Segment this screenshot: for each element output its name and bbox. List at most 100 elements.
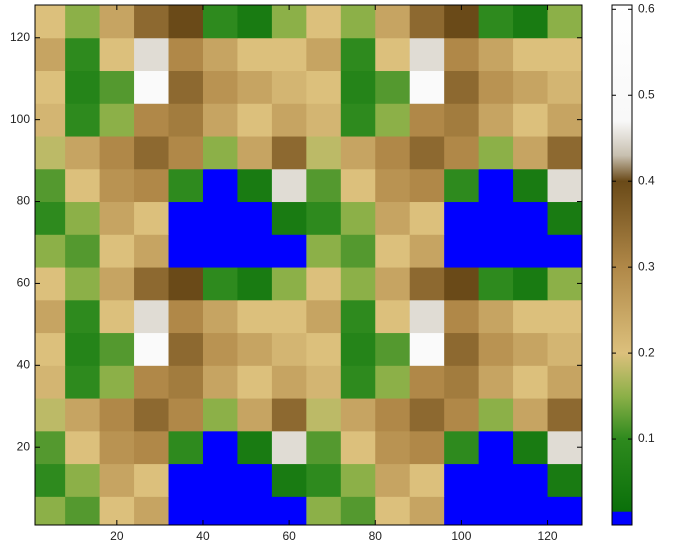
- contour-cell: [513, 37, 549, 72]
- contour-cell: [375, 201, 411, 235]
- contour-cell: [271, 234, 307, 268]
- contour-cell: [513, 70, 549, 104]
- y-tick-label: 60: [17, 276, 31, 290]
- contour-cell: [409, 168, 445, 203]
- contour-cell: [134, 168, 170, 203]
- contour-cell: [306, 299, 342, 334]
- contour-cell: [65, 267, 101, 301]
- contour-cell: [306, 398, 342, 432]
- contour-field: [35, 5, 582, 525]
- contour-cell: [271, 168, 307, 203]
- x-tick-label: 100: [451, 529, 471, 543]
- contour-cell: [99, 234, 135, 268]
- contour-cell: [134, 70, 170, 104]
- contour-cell: [375, 267, 411, 301]
- contour-cell: [237, 201, 273, 235]
- contour-cell: [513, 234, 549, 268]
- colorbar-tick-label: 0.5: [638, 87, 655, 101]
- contour-cell: [168, 365, 204, 399]
- contour-cell: [65, 398, 101, 432]
- contour-cell: [306, 201, 342, 235]
- contour-cell: [99, 70, 135, 104]
- contour-cell: [478, 267, 514, 301]
- contour-cell: [65, 37, 101, 72]
- contour-cell: [375, 496, 411, 525]
- contour-cell: [444, 70, 480, 104]
- contour-cell: [35, 398, 66, 432]
- contour-cell: [306, 103, 342, 137]
- contour-cell: [202, 398, 238, 432]
- contour-cell: [202, 37, 238, 72]
- contour-cell: [478, 234, 514, 268]
- contour-cell: [168, 463, 204, 497]
- contour-cell: [65, 463, 101, 497]
- contour-cell: [375, 37, 411, 72]
- contour-cell: [444, 267, 480, 301]
- contour-cell: [168, 37, 204, 72]
- contour-cell: [340, 398, 376, 432]
- contour-cell: [478, 168, 514, 203]
- contour-cell: [409, 267, 445, 301]
- contour-cell: [168, 299, 204, 334]
- contour-cell: [547, 267, 582, 301]
- contour-cell: [409, 70, 445, 104]
- contour-cell: [547, 496, 582, 525]
- contour-cell: [65, 5, 101, 39]
- contour-cell: [99, 37, 135, 72]
- contour-cell: [237, 5, 273, 39]
- contour-cell: [306, 136, 342, 170]
- contour-cell: [134, 332, 170, 366]
- contour-cell: [65, 201, 101, 235]
- contour-cell: [340, 5, 376, 39]
- contour-cell: [202, 463, 238, 497]
- contour-cell: [306, 5, 342, 39]
- contour-cell: [99, 299, 135, 334]
- contour-cell: [340, 103, 376, 137]
- contour-cell: [513, 430, 549, 465]
- contour-cell: [478, 463, 514, 497]
- contour-cell: [202, 136, 238, 170]
- contour-cell: [35, 267, 66, 301]
- contour-cell: [306, 332, 342, 366]
- contour-cell: [547, 5, 582, 39]
- contour-cell: [168, 234, 204, 268]
- contour-cell: [340, 234, 376, 268]
- contour-cell: [375, 70, 411, 104]
- contour-cell: [65, 332, 101, 366]
- colorbar-tick-label: 0.1: [638, 431, 655, 445]
- contour-cell: [35, 37, 66, 72]
- contour-cell: [271, 299, 307, 334]
- contour-cell: [547, 168, 582, 203]
- contour-cell: [409, 365, 445, 399]
- contour-cell: [340, 267, 376, 301]
- contour-cell: [306, 234, 342, 268]
- contour-cell: [444, 365, 480, 399]
- contour-cell: [271, 267, 307, 301]
- contour-cell: [168, 5, 204, 39]
- contour-cell: [444, 398, 480, 432]
- contour-cell: [65, 234, 101, 268]
- contour-cell: [444, 430, 480, 465]
- contour-cell: [202, 103, 238, 137]
- contour-cell: [237, 365, 273, 399]
- contour-cell: [375, 234, 411, 268]
- contour-cell: [409, 5, 445, 39]
- contour-cell: [409, 332, 445, 366]
- contour-cell: [35, 168, 66, 203]
- contour-cell: [375, 299, 411, 334]
- contour-cell: [513, 365, 549, 399]
- colorbar-tick-label: 0.6: [638, 1, 655, 15]
- contour-cell: [444, 463, 480, 497]
- contour-cell: [168, 430, 204, 465]
- contour-cell: [134, 430, 170, 465]
- y-tick-label: 100: [10, 112, 30, 126]
- contour-cell: [444, 136, 480, 170]
- contour-cell: [547, 299, 582, 334]
- contour-cell: [271, 201, 307, 235]
- contour-cell: [306, 70, 342, 104]
- contour-cell: [409, 136, 445, 170]
- contour-cell: [237, 37, 273, 72]
- contour-cell: [271, 103, 307, 137]
- contour-cell: [547, 103, 582, 137]
- contour-cell: [547, 70, 582, 104]
